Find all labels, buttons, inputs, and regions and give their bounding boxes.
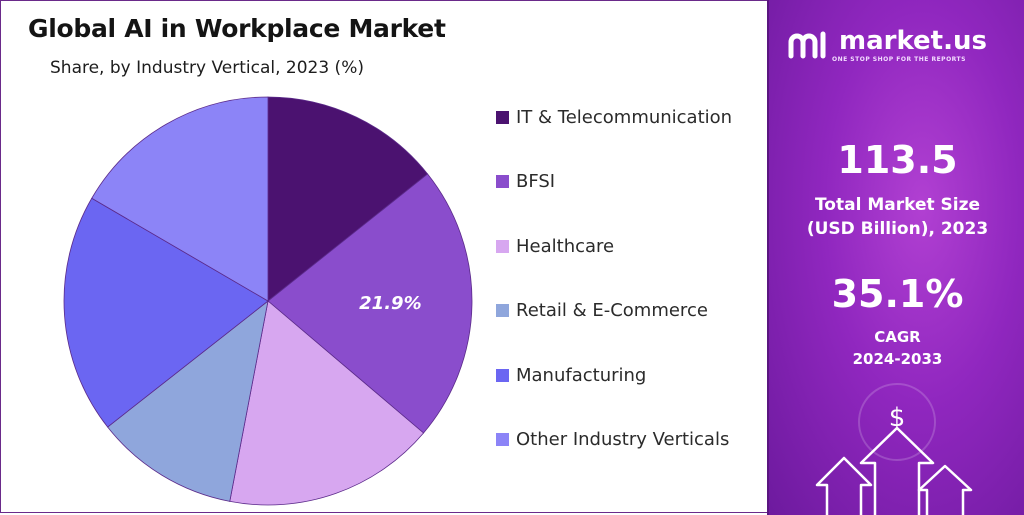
brand-name: market.us bbox=[839, 26, 987, 56]
legend-item: BFSI bbox=[496, 169, 555, 193]
legend-label: Manufacturing bbox=[516, 364, 647, 386]
legend-label: IT & Telecommunication bbox=[516, 106, 733, 128]
market-size-label-line1: Total Market Size bbox=[814, 195, 981, 215]
legend-swatch bbox=[496, 239, 509, 253]
chart-title: Global AI in Workplace Market bbox=[28, 14, 446, 43]
legend-item: Other Industry Verticals bbox=[496, 427, 729, 451]
chart-panel: Global AI in Workplace Market Share, by … bbox=[28, 14, 732, 506]
growth-arrows-icon: $ bbox=[815, 383, 973, 515]
legend-swatch bbox=[496, 110, 509, 124]
chart-subtitle: Share, by Industry Vertical, 2023 (%) bbox=[50, 58, 364, 78]
legend-swatch bbox=[496, 432, 509, 446]
legend-item: IT & Telecommunication bbox=[496, 105, 732, 129]
pie-slice-manufacturing bbox=[63, 197, 269, 428]
cagr-label-line1: CAGR bbox=[874, 328, 921, 346]
pie-slice-it-telecommunication bbox=[267, 96, 429, 302]
legend-label: Healthcare bbox=[516, 235, 615, 257]
pie-slice-healthcare bbox=[229, 300, 425, 506]
market-size-value: 113.5 bbox=[837, 138, 958, 182]
cagr-value: 35.1% bbox=[831, 272, 964, 316]
legend-label: BFSI bbox=[516, 170, 556, 192]
legend-label: Other Industry Verticals bbox=[516, 428, 730, 450]
cagr-label-line2: 2024-2033 bbox=[852, 350, 943, 368]
brand-logo: market.us bbox=[787, 28, 987, 60]
pie-slice-bfsi bbox=[267, 173, 473, 434]
market-size-label-line2: (USD Billion), 2023 bbox=[806, 219, 989, 239]
brand-tagline: ONE STOP SHOP FOR THE REPORTS bbox=[832, 56, 966, 63]
legend-label: Retail & E-Commerce bbox=[516, 299, 708, 321]
legend-swatch bbox=[496, 368, 509, 382]
summary-panel: market.us ONE STOP SHOP FOR THE REPORTS … bbox=[767, 0, 1024, 515]
dollar-sign-icon: $ bbox=[889, 403, 906, 433]
pie-slice-other-industry-verticals bbox=[91, 96, 269, 302]
pie-slice-retail-e-commerce bbox=[107, 300, 269, 502]
legend-swatch bbox=[496, 174, 509, 188]
pie-chart: 21.9% bbox=[63, 96, 473, 506]
legend-item: Manufacturing bbox=[496, 363, 646, 387]
legend-item: Retail & E-Commerce bbox=[496, 298, 708, 322]
legend-swatch bbox=[496, 303, 509, 317]
pie-data-label: 21.9% bbox=[359, 293, 421, 314]
market-us-logo-icon bbox=[788, 31, 826, 59]
legend-item: Healthcare bbox=[496, 234, 614, 258]
